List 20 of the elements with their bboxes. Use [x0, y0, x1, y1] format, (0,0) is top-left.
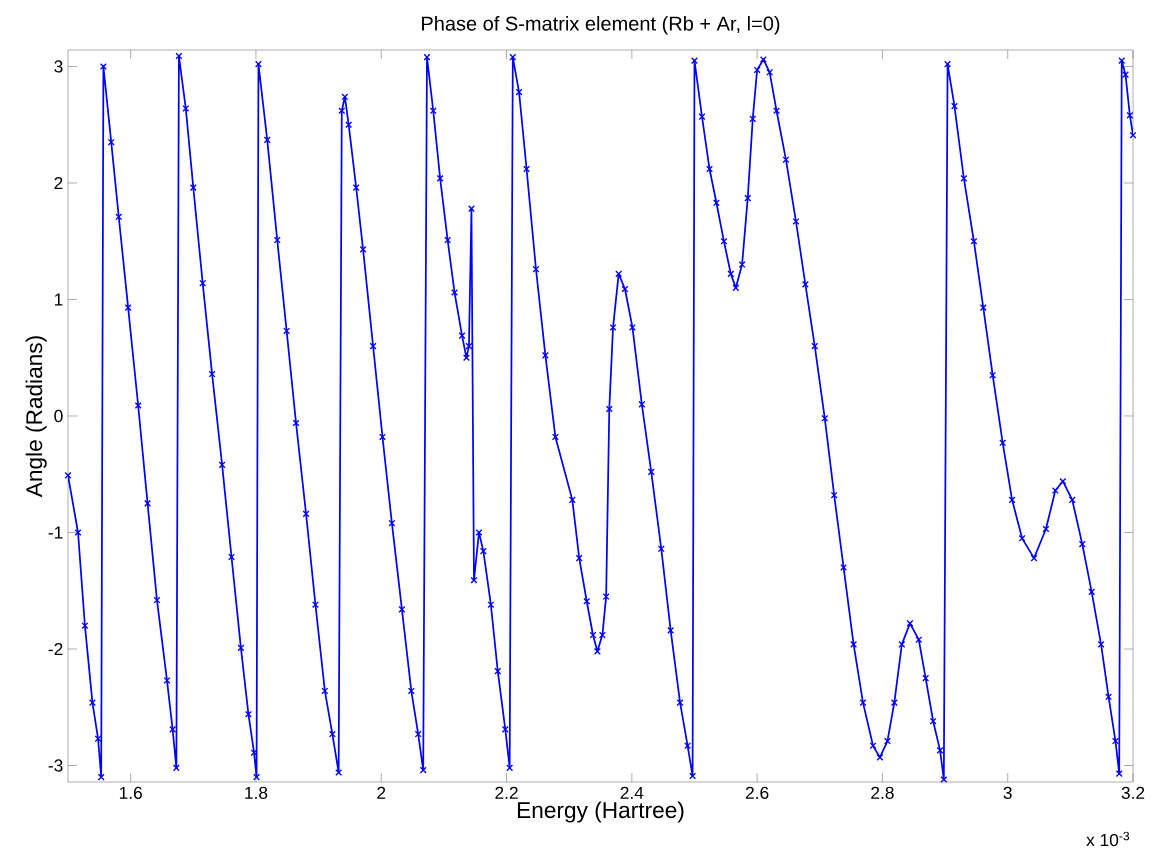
x-axis-title: Energy (Hartree): [517, 801, 684, 823]
y-tick-label: 2: [54, 176, 63, 190]
x-tick-label: 3: [1003, 786, 1012, 799]
chart-title: Phase of S-matrix element (Rb + Ar, l=0): [422, 15, 780, 35]
x-tick-label: 2.2: [495, 786, 518, 799]
y-axis-title: Angle (Radians): [25, 336, 47, 498]
x-tick-label: 3.2: [1121, 786, 1145, 799]
y-tick-label: -1: [48, 526, 63, 539]
x-tick-label: 1.8: [245, 786, 268, 799]
x-tick-label: 2: [377, 786, 386, 799]
y-tick-label: 0: [54, 409, 63, 423]
y-tick-label: 3: [54, 60, 63, 73]
x-tick-label: 2.6: [745, 786, 769, 799]
x-tick-label: 2.4: [620, 786, 644, 799]
y-tick-label: -3: [48, 759, 63, 772]
text: x 10$^{-3}$: [1086, 831, 1130, 847]
x-tick-label: 2.8: [871, 786, 894, 799]
y-tick-label: -2: [48, 642, 63, 656]
y-tick-label: 1: [54, 293, 63, 306]
x-tick-label: 1.6: [119, 786, 142, 799]
